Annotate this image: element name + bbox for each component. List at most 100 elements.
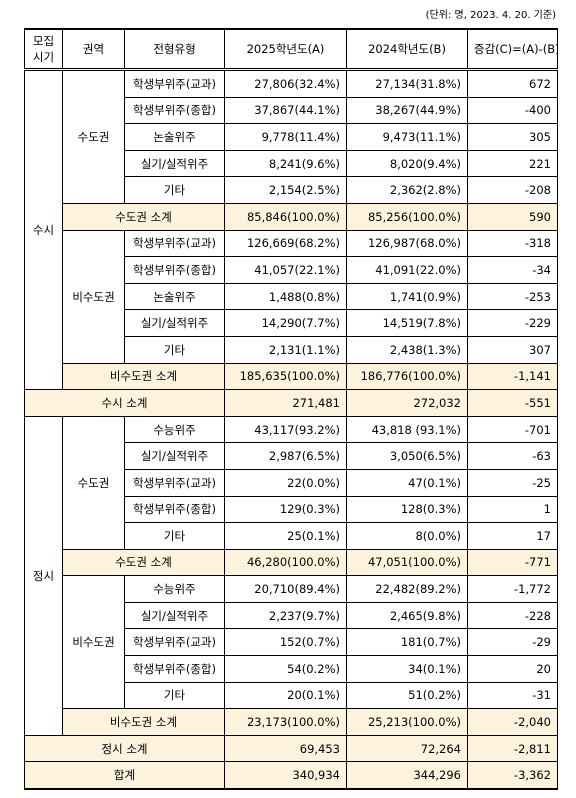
table-cell: -31 (467, 681, 558, 710)
table-row: 논술위주 9,778(11.4%) 9,473(11.1%) 305 (25, 123, 558, 151)
table-cell: 기타 (124, 522, 225, 550)
table-row: 수시 소계 271,481 272,032 -551 (24, 389, 558, 417)
table-cell: 20,710(89.4%) (224, 575, 347, 603)
table-cell: 정시 소계 (24, 734, 225, 763)
table-cell: -253 (467, 282, 558, 311)
table-cell: -34 (467, 256, 558, 284)
table-row: 합계 340,934 344,296 -3,362 (24, 761, 558, 790)
table-cell: 46,280(100.0%) (224, 548, 347, 577)
table-cell: 정시 (24, 415, 63, 736)
table-cell: -29 (467, 628, 558, 657)
table-cell: 221 (467, 149, 558, 178)
table-cell: -551 (467, 389, 558, 417)
table-row: 비수도권 수능위주 20,710(89.4%) 22,482(89.2%) -1,772 (25, 575, 558, 710)
table-cell: 수도권 소계 (62, 548, 225, 577)
table-cell: 69,453 (224, 734, 347, 763)
table-cell: 수능위주 (124, 575, 225, 603)
table-cell: -2,811 (467, 734, 558, 763)
table-cell: -771 (467, 548, 558, 577)
table-body: 수시 수도권 학생부위주(교과) 27,806(32.4%) 27,134(31.8%)… (24, 68, 558, 790)
table-cell: 합계 (24, 761, 225, 790)
header-cell: 2025학년도(A) (224, 28, 347, 71)
header-cell: 2024학년도(B) (346, 28, 468, 71)
table-cell: 비수도권 (62, 575, 125, 710)
header-text: 모집 (32, 34, 55, 48)
table-row: 기타 2,154(2.5%) 2,362(2.8%) -208 (25, 176, 558, 204)
table-cell: 72,264 (346, 734, 468, 763)
table-cell: 85,846(100.0%) (224, 202, 347, 231)
table-cell: 2,438(1.3%) (346, 335, 468, 364)
table-cell: 8,241(9.6%) (224, 149, 347, 178)
table-cell: 기타 (124, 335, 225, 364)
table-cell: 논술위주 (124, 282, 225, 311)
table-cell: 186,776(100.0%) (346, 362, 468, 391)
table-cell: 17 (467, 522, 558, 550)
table-row: 수도권 소계 85,846(100.0%) 85,256(100.0%) 590 (25, 202, 558, 231)
table-cell: 307 (467, 335, 558, 364)
table-cell: 25,213(100.0%) (346, 708, 468, 736)
table-row: 비수도권 소계 23,173(100.0%) 25,213(100.0%) -2,04… (25, 708, 558, 736)
table-row: 기타 2,131(1.1%) 2,438(1.3%) 307 (25, 335, 558, 364)
table-cell: 학생부위주(종합) (124, 256, 225, 284)
table-cell: 수도권 소계 (62, 202, 225, 231)
table-cell: 25(0.1%) (224, 522, 347, 550)
table-cell: 학생부위주(종합) (124, 96, 225, 125)
table-cell: 학생부위주(종합) (124, 655, 225, 683)
table-cell: 학생부위주(교과) (124, 468, 225, 497)
table-row: 논술위주 1,488(0.8%) 1,741(0.9%) -253 (25, 282, 558, 311)
table-cell: 수도권 (62, 69, 125, 204)
table-row: 비수도권 학생부위주(교과) 126,669(68.2%) 126,987(68.0%… (25, 229, 558, 364)
table-cell: 비수도권 (62, 229, 125, 364)
table-cell: 2,362(2.8%) (346, 176, 468, 204)
table-cell: 43,818 (93.1%) (346, 415, 468, 444)
table-cell: 2,131(1.1%) (224, 335, 347, 364)
table-row: 비수도권 소계 185,635(100.0%) 186,776(100.0%) -1,… (25, 362, 558, 391)
table-cell: -1,141 (467, 362, 558, 391)
table-cell: -3,362 (467, 761, 558, 790)
table-cell: 34(0.1%) (346, 655, 468, 683)
table-cell: 실기/실적위주 (124, 601, 225, 630)
table-cell: 344,296 (346, 761, 468, 790)
table-cell: 실기/실적위주 (124, 442, 225, 470)
table-cell: 14,290(7.7%) (224, 309, 347, 337)
table-cell: 51(0.2%) (346, 681, 468, 710)
table-cell: 23,173(100.0%) (224, 708, 347, 736)
table-cell: 672 (467, 69, 558, 98)
table-row: 실기/실적위주 8,241(9.6%) 8,020(9.4%) 221 (25, 149, 558, 178)
table-cell: 85,256(100.0%) (346, 202, 468, 231)
table-cell: 수시 소계 (24, 389, 225, 417)
table-row: 기타 25(0.1%) 8(0.0%) 17 (25, 522, 558, 550)
table-cell: 272,032 (346, 389, 468, 417)
table-cell: 9,473(11.1%) (346, 123, 468, 151)
table-cell: 27,806(32.4%) (224, 69, 347, 98)
table-row: 정시 소계 69,453 72,264 -2,811 (24, 734, 558, 763)
table-cell: 38,267(44.9%) (346, 96, 468, 125)
table-cell: -228 (467, 601, 558, 630)
table-cell: -701 (467, 415, 558, 444)
table-cell: 8(0.0%) (346, 522, 468, 550)
table-cell: -318 (467, 229, 558, 258)
table-row: 정시 수도권 수능위주 43,117(93.2%) 43,818 (93.1%) -701 (24, 415, 558, 736)
table-cell: 14,519(7.8%) (346, 309, 468, 337)
table-cell: 47(0.1%) (346, 468, 468, 497)
header-row: 모집 시기 권역 전형유형 2025학년도(A) 2024학년도(B) 증감(C)… (24, 28, 558, 71)
table-cell: 126,669(68.2%) (224, 229, 347, 258)
table-cell: 22(0.0%) (224, 468, 347, 497)
table-cell: 수능위주 (124, 415, 225, 444)
table-cell: 비수도권 소계 (62, 362, 225, 391)
table-cell: 22,482(89.2%) (346, 575, 468, 603)
table-cell: -2,040 (467, 708, 558, 736)
table-cell: 271,481 (224, 389, 347, 417)
table-cell: -1,772 (467, 575, 558, 603)
admission-table: 모집 시기 권역 전형유형 2025학년도(A) 2024학년도(B) 증감(C)… (24, 28, 558, 791)
table-cell: 41,091(22.0%) (346, 256, 468, 284)
table-cell: 2,465(9.8%) (346, 601, 468, 630)
header-cell: 증감(C)=(A)-(B) (467, 28, 558, 71)
table-cell: 305 (467, 123, 558, 151)
table-cell: -400 (467, 96, 558, 125)
table-cell: 논술위주 (124, 123, 225, 151)
table-cell: 실기/실적위주 (124, 309, 225, 337)
table-cell: 20 (467, 655, 558, 683)
header-cell: 전형유형 (124, 28, 225, 71)
table-cell: 2,987(6.5%) (224, 442, 347, 470)
